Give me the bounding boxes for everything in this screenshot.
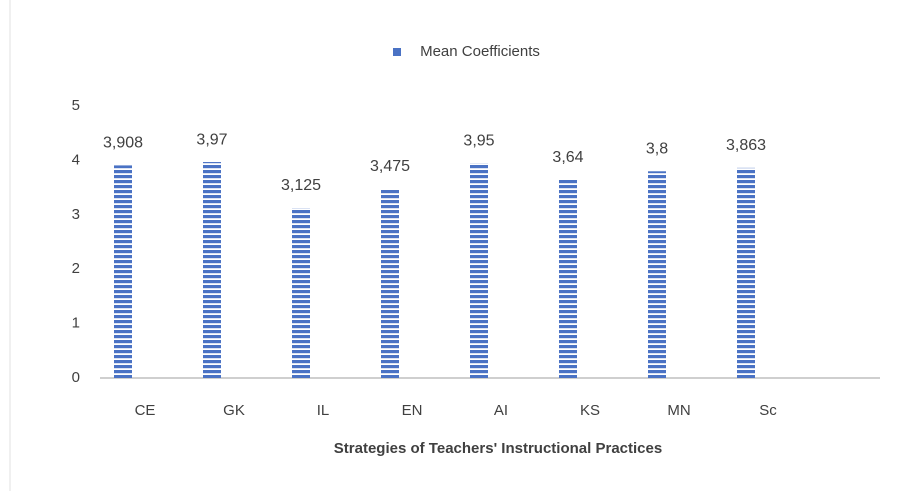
y-tick-label: 2 (72, 260, 80, 277)
data-label: 3,125 (281, 177, 321, 194)
bar (648, 171, 666, 378)
data-label: 3,908 (103, 135, 143, 152)
bar (381, 188, 399, 378)
y-tick-label: 1 (72, 315, 80, 332)
data-label: 3,95 (463, 132, 494, 149)
x-tick-label: IL (317, 402, 330, 419)
data-label: 3,97 (196, 131, 227, 148)
y-tick-label: 4 (72, 151, 80, 168)
x-tick-label: Sc (759, 402, 777, 419)
x-tick-label: AI (494, 402, 508, 419)
bar (203, 162, 221, 378)
data-label: 3,64 (552, 149, 583, 166)
bar (559, 179, 577, 378)
bar (470, 163, 488, 378)
y-tick-label: 3 (72, 206, 80, 223)
y-tick-label: 5 (72, 97, 80, 114)
data-label: 3,863 (726, 137, 766, 154)
legend-label: Mean Coefficients (420, 43, 540, 60)
data-label: 3,8 (646, 140, 668, 157)
x-tick-label: CE (135, 402, 156, 419)
bar (114, 165, 132, 378)
y-tick-label: 0 (72, 369, 80, 386)
legend-swatch (393, 48, 401, 56)
x-tick-label: KS (580, 402, 600, 419)
x-tick-label: MN (667, 402, 690, 419)
data-label: 3,475 (370, 158, 410, 175)
x-axis-title: Strategies of Teachers' Instructional Pr… (334, 440, 662, 457)
bar (737, 167, 755, 378)
x-tick-label: GK (223, 402, 245, 419)
x-tick-label: EN (402, 402, 423, 419)
bar (292, 208, 310, 378)
